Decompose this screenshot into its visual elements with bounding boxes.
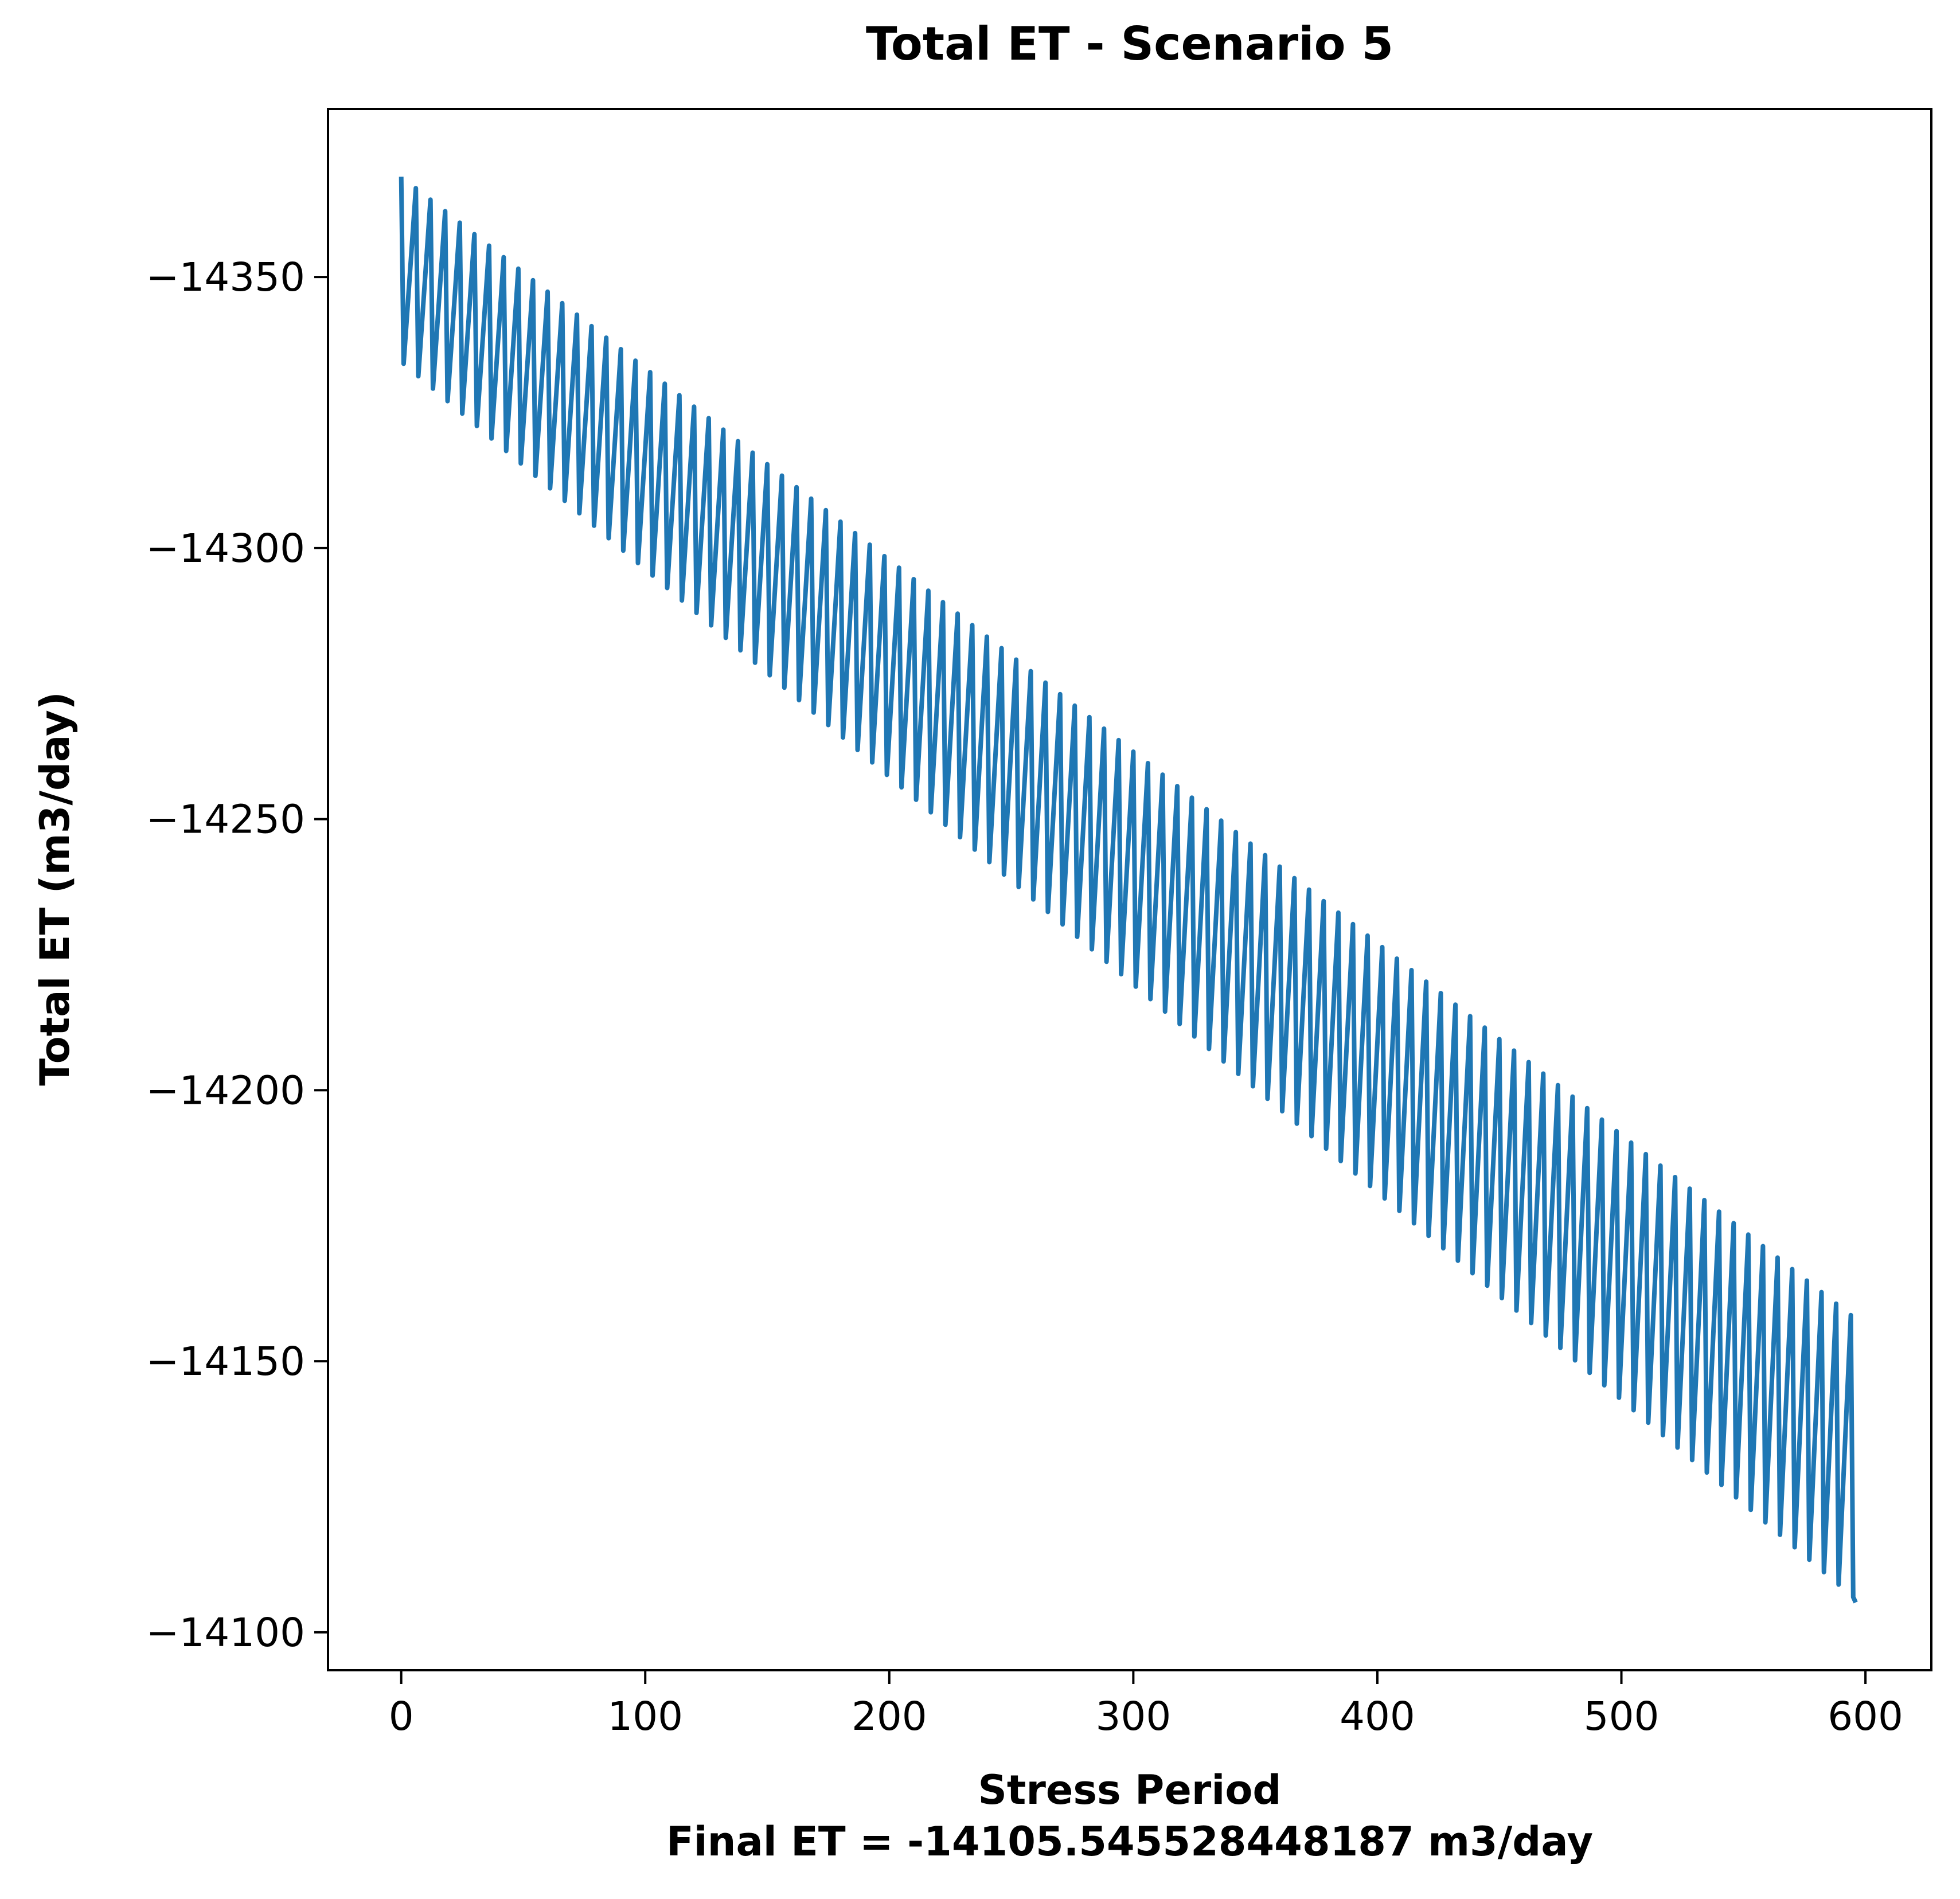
y-tick-label: −14300 <box>146 526 305 572</box>
x-tick-label: 0 <box>389 1694 414 1740</box>
y-tick-label: −14150 <box>146 1339 305 1385</box>
plot-frame <box>327 108 1932 1671</box>
y-axis-label: Total ET (m3/day) <box>32 691 79 1086</box>
chart-title: Total ET - Scenario 5 <box>866 17 1393 71</box>
x-tick-label: 400 <box>1340 1694 1415 1740</box>
y-tick-label: −14350 <box>146 255 305 300</box>
x-tick-label: 200 <box>852 1694 927 1740</box>
series-line-total-et <box>399 177 1858 1604</box>
y-tick-label: −14200 <box>146 1068 305 1113</box>
y-axis: −14350 −14300 −14250 −14200 −14150 −14100 <box>146 255 328 1656</box>
x-axis: 0 100 200 300 400 500 600 <box>389 1670 1903 1740</box>
x-tick-label: 600 <box>1828 1694 1903 1740</box>
plot-area <box>327 108 1932 1671</box>
final-et-caption: Final ET = -14105.545528448187 m3/day <box>666 1818 1593 1865</box>
x-tick-label: 100 <box>607 1694 683 1740</box>
x-tick-label: 500 <box>1584 1694 1660 1740</box>
x-axis-label: Stress Period <box>978 1767 1281 1814</box>
x-tick-label: 300 <box>1096 1694 1172 1740</box>
y-tick-label: −14250 <box>146 797 305 843</box>
y-tick-label: −14100 <box>146 1610 305 1656</box>
